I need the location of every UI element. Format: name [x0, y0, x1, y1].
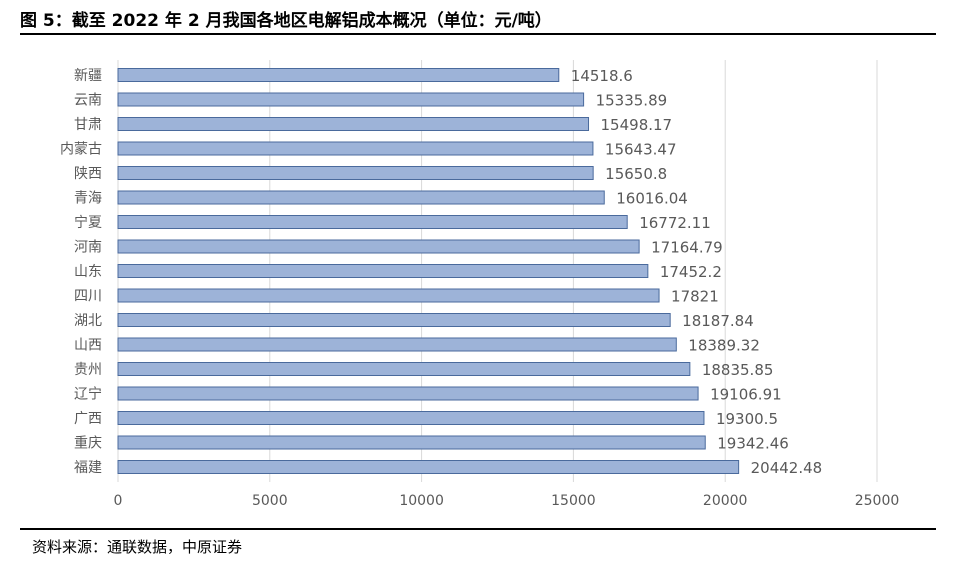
bar	[117, 92, 585, 107]
data-label: 20442.48	[751, 459, 823, 477]
category-label: 辽宁	[74, 386, 102, 403]
category-label: 青海	[74, 191, 102, 207]
data-label: 17452.2	[660, 263, 722, 281]
x-tick-label: 15000	[551, 493, 596, 509]
bar	[117, 288, 660, 303]
top-rule	[20, 33, 936, 35]
bar	[117, 68, 560, 82]
data-label: 18389.32	[688, 337, 760, 355]
x-tick-labels: 0 5000 10000 15000 20000 25000	[114, 493, 900, 509]
category-label: 福建	[74, 460, 102, 476]
category-label: 宁夏	[74, 214, 102, 231]
bar	[117, 435, 706, 450]
bar	[117, 141, 594, 156]
figure-title: 图 5：截至 2022 年 2 月我国各地区电解铝成本概况（单位：元/吨）	[20, 11, 552, 31]
bar	[117, 411, 705, 425]
data-label: 19106.91	[710, 386, 782, 404]
category-label: 贵州	[74, 362, 102, 378]
data-label: 16772.11	[639, 214, 711, 232]
data-label: 15650.8	[605, 165, 667, 183]
bar	[117, 190, 605, 205]
bar	[117, 337, 677, 352]
data-label: 17164.79	[651, 239, 723, 257]
source-note: 资料来源：通联数据，中原证券	[32, 538, 243, 556]
category-label: 新疆	[74, 68, 102, 84]
bars	[117, 68, 740, 474]
x-tick-label: 10000	[399, 493, 444, 509]
data-label: 18835.85	[702, 361, 774, 379]
data-label: 14518.6	[571, 67, 633, 85]
bar	[117, 239, 640, 254]
category-label: 内蒙古	[60, 142, 102, 158]
bar	[117, 117, 590, 131]
category-label: 山西	[74, 338, 102, 354]
data-label: 17821	[671, 288, 719, 306]
bar	[117, 166, 594, 180]
data-label: 15498.17	[601, 116, 673, 134]
x-tick-label: 0	[114, 493, 123, 509]
category-label: 云南	[74, 93, 102, 109]
x-tick-label: 25000	[855, 493, 900, 509]
data-label: 15335.89	[596, 92, 668, 110]
bar	[117, 215, 628, 229]
category-label: 甘肃	[74, 117, 102, 133]
data-label: 19300.5	[716, 410, 778, 428]
bottom-rule	[20, 528, 936, 530]
category-label: 陕西	[74, 166, 102, 182]
data-label: 16016.04	[616, 190, 688, 208]
bar	[117, 460, 740, 474]
category-label: 广西	[74, 411, 102, 427]
data-label: 19342.46	[717, 435, 789, 453]
category-label: 湖北	[74, 313, 102, 329]
category-label: 四川	[74, 289, 102, 305]
category-label: 重庆	[74, 436, 102, 452]
x-tick-label: 20000	[703, 493, 748, 509]
bar	[117, 313, 671, 327]
bar	[117, 264, 649, 278]
data-label: 15643.47	[605, 141, 677, 159]
category-label: 山东	[74, 264, 102, 280]
value-labels: 14518.6 15335.89 15498.17 15643.47 15650.8 16…	[571, 67, 822, 477]
data-label: 18187.84	[682, 312, 754, 330]
category-label: 河南	[74, 240, 102, 256]
bar	[117, 362, 691, 376]
x-tick-label: 5000	[252, 493, 288, 509]
bar	[117, 386, 699, 401]
